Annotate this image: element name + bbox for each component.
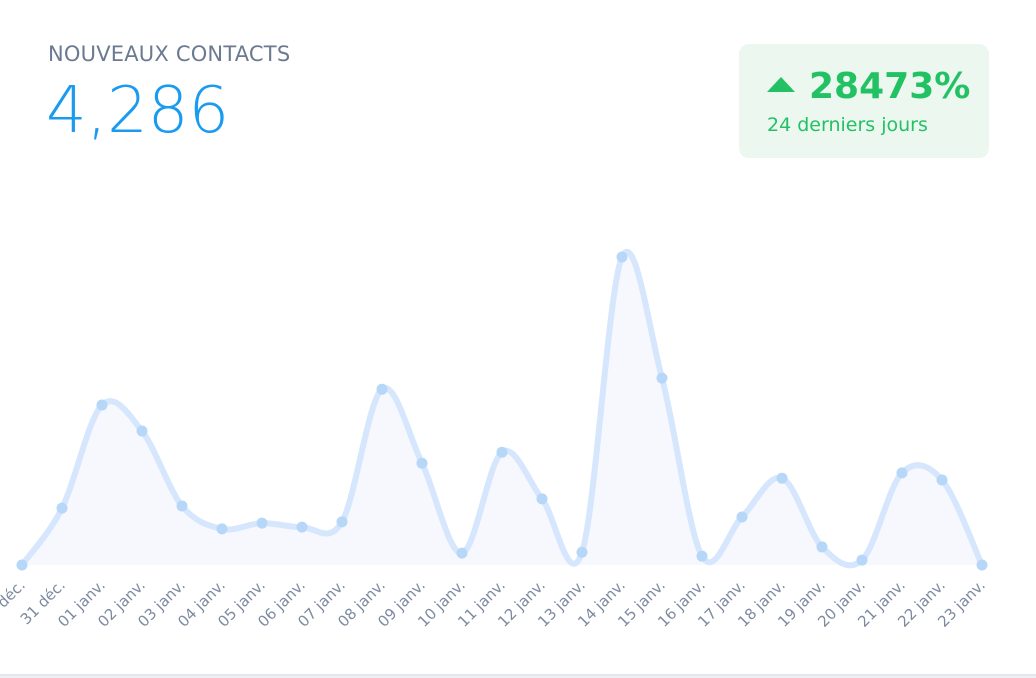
data-point[interactable] — [56, 502, 68, 514]
trend-badge: 28473% 24 derniers jours — [739, 44, 989, 158]
data-point[interactable] — [656, 372, 668, 384]
card-title: NOUVEAUX CONTACTS — [48, 42, 291, 66]
arrow-up-icon — [767, 77, 795, 92]
data-point[interactable] — [976, 559, 988, 571]
data-point[interactable] — [96, 399, 108, 411]
data-point[interactable] — [176, 500, 188, 512]
data-point[interactable] — [496, 446, 508, 458]
data-point[interactable] — [736, 511, 748, 523]
data-point[interactable] — [616, 251, 628, 263]
trend-change-value: 28473% — [809, 66, 971, 107]
series-line — [19, 248, 985, 569]
data-point[interactable] — [776, 472, 788, 484]
data-point[interactable] — [416, 457, 428, 469]
area-fill — [22, 251, 982, 566]
data-point[interactable] — [936, 474, 948, 486]
data-point[interactable] — [376, 383, 388, 395]
data-point[interactable] — [896, 467, 908, 479]
total-contacts: 4,286 — [46, 74, 230, 148]
trend-period: 24 derniers jours — [767, 114, 928, 136]
data-point[interactable] — [856, 554, 868, 566]
data-point[interactable] — [816, 541, 828, 553]
data-point[interactable] — [536, 493, 548, 505]
data-point[interactable] — [256, 517, 268, 529]
data-point[interactable] — [136, 425, 148, 437]
data-point[interactable] — [456, 547, 468, 559]
data-point[interactable] — [216, 523, 228, 535]
data-point[interactable] — [336, 516, 348, 528]
data-point[interactable] — [296, 521, 308, 533]
data-point[interactable] — [696, 550, 708, 562]
trend-change: 28473% — [767, 66, 970, 107]
data-point[interactable] — [16, 559, 28, 571]
data-point[interactable] — [576, 546, 588, 558]
